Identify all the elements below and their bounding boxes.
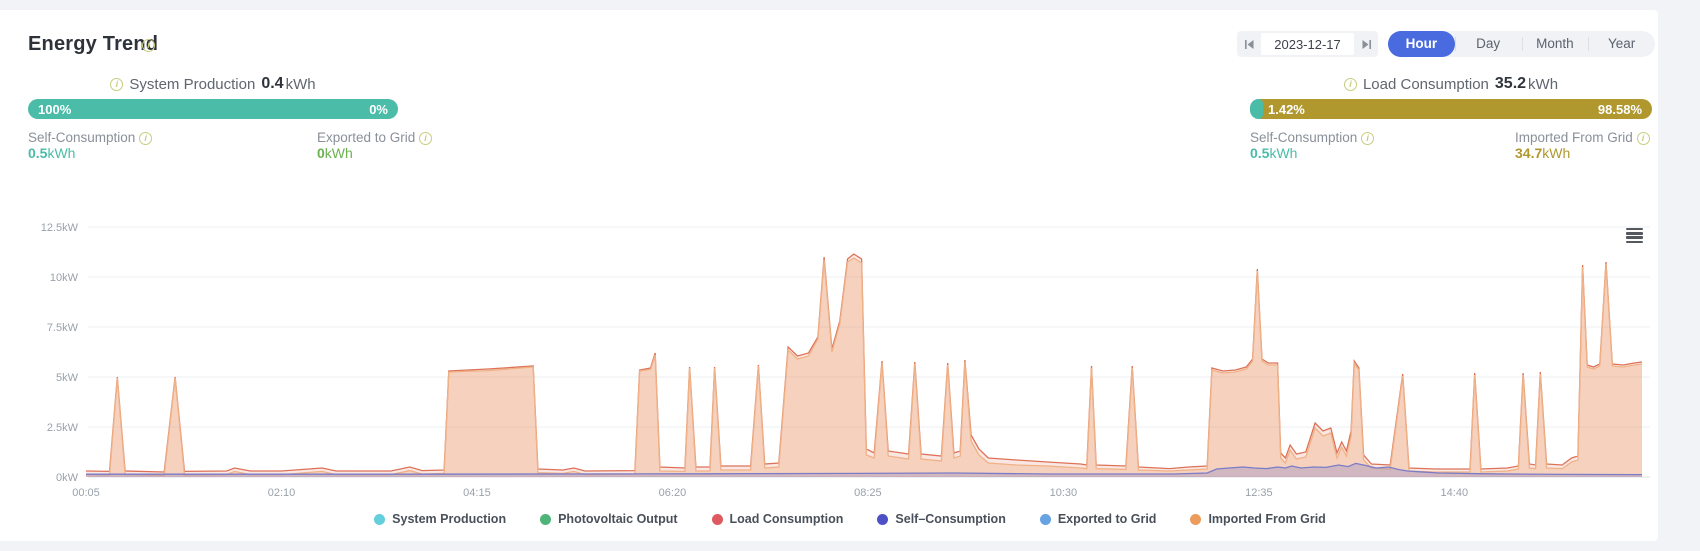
legend-item[interactable]: Exported to Grid	[1039, 512, 1157, 526]
legend-label: Imported From Grid	[1208, 512, 1326, 526]
production-value: 0.4	[261, 75, 284, 92]
consumption-label: Load Consumption	[1362, 75, 1489, 93]
consumption-info-icon[interactable]: i	[1343, 77, 1357, 91]
tab-day[interactable]: Day	[1454, 31, 1522, 57]
energy-trend-chart[interactable]: 0kW 2.5kW 5kW 7.5kW 10kW 12.5kW 00:05 02:10 04:1…	[0, 0, 1700, 510]
tab-year[interactable]: Year	[1588, 31, 1655, 57]
production-exported-block: Exported to Grid i 0kWh	[317, 130, 433, 161]
legend-label: System Production	[392, 512, 507, 526]
legend-dot-icon	[1039, 513, 1051, 525]
x-axis-tick-label: 04:15	[463, 487, 491, 499]
y-axis-tick-label: 5kW	[56, 372, 79, 384]
production-self-value: 0.5	[28, 145, 48, 161]
consumption-self-label: Self-Consumption	[1250, 130, 1358, 145]
production-self-block: Self-Consumption i 0.5kWh	[28, 130, 153, 161]
x-axis-tick-label: 10:30	[1050, 487, 1078, 499]
consumption-unit: kWh	[1528, 75, 1559, 93]
date-value[interactable]: 2023-12-17	[1261, 33, 1354, 55]
legend-dot-icon	[540, 513, 552, 525]
chart-legend: System Production Photovoltaic Output Load…	[0, 512, 1700, 526]
consumption-imported-unit: kWh	[1542, 145, 1571, 161]
x-axis-tick-label: 06:20	[659, 487, 687, 499]
date-next-button[interactable]	[1354, 31, 1378, 57]
production-self-unit: kWh	[47, 145, 76, 161]
tab-month[interactable]: Month	[1521, 31, 1589, 57]
consumption-value: 35.2	[1494, 75, 1527, 92]
x-axis-tick-label: 12:35	[1245, 487, 1273, 499]
x-axis-tick-label: 02:10	[268, 487, 296, 499]
period-tabs: Hour Day Month Year	[1388, 31, 1655, 57]
legend-dot-icon	[877, 513, 889, 525]
production-summary-heading: i System Production 0.4 kWh	[28, 74, 398, 94]
legend-dot-icon	[711, 513, 723, 525]
production-label: System Production	[129, 75, 256, 93]
x-axis-tick-label: 08:25	[854, 487, 882, 499]
production-self-label: Self-Consumption	[28, 130, 136, 145]
legend-item[interactable]: Photovoltaic Output	[540, 512, 678, 526]
production-self-pct: 100%	[38, 101, 72, 117]
production-unit: kWh	[285, 75, 316, 93]
production-exported-label: Exported to Grid	[317, 130, 416, 145]
series-line-3	[86, 462, 1643, 476]
y-axis-tick-label: 0kW	[56, 472, 79, 484]
consumption-ratio-bar: 1.42% 98.58%	[1250, 99, 1652, 119]
legend-item[interactable]: Self–Consumption	[877, 512, 1006, 526]
date-navigator: 2023-12-17	[1237, 31, 1378, 57]
tab-hour[interactable]: Hour	[1388, 31, 1455, 57]
production-exported-info-icon[interactable]: i	[419, 131, 433, 145]
prev-day-icon	[1244, 39, 1253, 49]
consumption-imported-block: Imported From Grid i 34.7kWh	[1515, 130, 1650, 161]
consumption-summary-heading: i Load Consumption 35.2 kWh	[1250, 74, 1652, 94]
y-axis-tick-label: 12.5kW	[41, 222, 79, 234]
next-day-icon	[1362, 39, 1371, 49]
legend-item[interactable]: Load Consumption	[711, 512, 844, 526]
x-axis-tick-label: 14:40	[1441, 487, 1469, 499]
production-ratio-bar: 100% 0%	[28, 99, 398, 119]
y-axis-tick-label: 7.5kW	[47, 322, 79, 334]
production-exported-value: 0	[317, 145, 325, 161]
consumption-imported-label: Imported From Grid	[1515, 130, 1633, 145]
legend-label: Photovoltaic Output	[558, 512, 678, 526]
legend-label: Exported to Grid	[1057, 512, 1157, 526]
y-axis-tick-label: 2.5kW	[47, 422, 79, 434]
production-exported-unit: kWh	[324, 145, 353, 161]
legend-label: Load Consumption	[729, 512, 844, 526]
consumption-self-pct: 1.42%	[1268, 101, 1305, 117]
page-title: Energy Trend	[28, 33, 159, 55]
consumption-imported-value: 34.7	[1515, 145, 1543, 161]
production-info-icon[interactable]: i	[110, 77, 124, 91]
legend-dot-icon	[374, 513, 386, 525]
consumption-self-unit: kWh	[1269, 145, 1298, 161]
production-self-info-icon[interactable]: i	[139, 131, 153, 145]
consumption-imported-pct: 98.58%	[1597, 101, 1642, 117]
y-axis-tick-label: 10kW	[50, 272, 79, 284]
legend-label: Self–Consumption	[895, 512, 1006, 526]
legend-item[interactable]: Imported From Grid	[1190, 512, 1326, 526]
consumption-imported-info-icon[interactable]: i	[1636, 131, 1650, 145]
panel-card	[0, 10, 1658, 541]
consumption-self-block: Self-Consumption i 0.5kWh	[1250, 130, 1375, 161]
date-prev-button[interactable]	[1237, 31, 1261, 57]
legend-dot-icon	[1190, 513, 1202, 525]
x-axis-tick-label: 00:05	[72, 487, 100, 499]
series-area-3	[86, 463, 1642, 477]
consumption-self-info-icon[interactable]: i	[1361, 131, 1375, 145]
legend-item[interactable]: System Production	[374, 512, 506, 526]
production-exported-pct: 0%	[369, 101, 388, 117]
chart-menu-icon[interactable]	[1626, 228, 1643, 243]
consumption-self-value: 0.5	[1250, 145, 1270, 161]
title-info-icon[interactable]: i	[142, 39, 155, 52]
consumption-self-sliver	[1250, 99, 1263, 119]
